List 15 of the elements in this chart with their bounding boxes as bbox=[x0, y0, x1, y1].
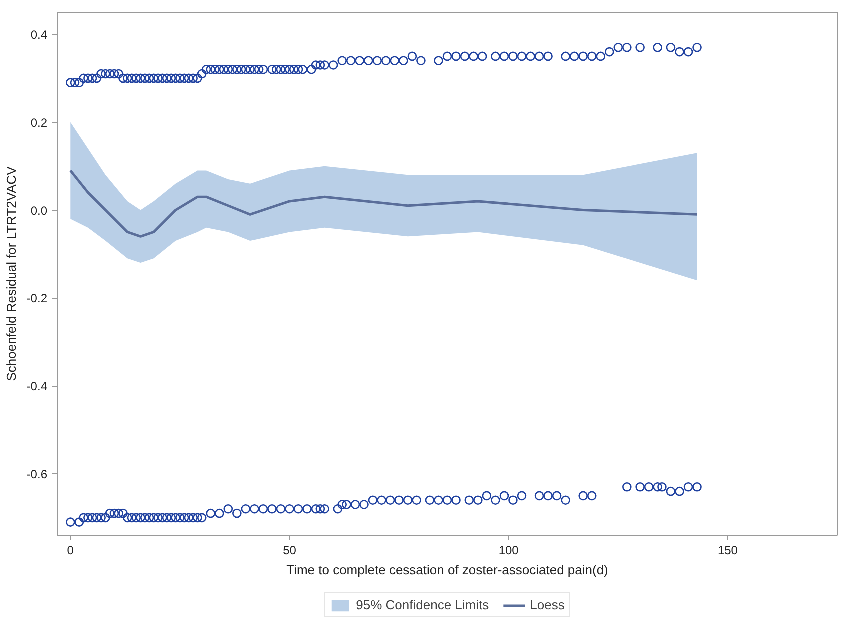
y-tick-label: 0.4 bbox=[30, 28, 48, 42]
line-series bbox=[69, 169, 699, 238]
y-axis-title: Schoenfeld Residual for LTRT2VACV bbox=[4, 166, 19, 382]
x-tick-label: 50 bbox=[283, 544, 297, 558]
y-tick-label: -0.6 bbox=[26, 467, 48, 482]
y-tick-label: 0.0 bbox=[30, 204, 48, 218]
y-tick-label: -0.2 bbox=[26, 292, 48, 306]
y-tick-label: 0.2 bbox=[30, 116, 48, 130]
legend-label: Loess bbox=[530, 598, 565, 612]
x-tick-label: 150 bbox=[718, 544, 738, 558]
legend-label: 95% Confidence Limits bbox=[356, 598, 490, 612]
x-tick-label: 100 bbox=[498, 544, 520, 558]
x-tick-label: 0 bbox=[67, 544, 74, 558]
y-tick-label: -0.4 bbox=[26, 380, 48, 394]
x-axis-title: Time to complete cessation of zoster-associated pain(d) bbox=[286, 562, 608, 578]
